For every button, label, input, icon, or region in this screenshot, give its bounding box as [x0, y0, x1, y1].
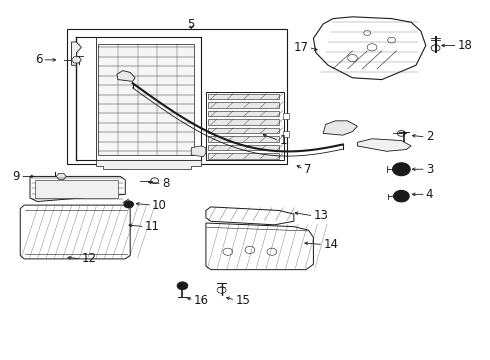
- Polygon shape: [206, 223, 314, 270]
- Circle shape: [393, 190, 409, 202]
- Text: 1: 1: [279, 134, 287, 147]
- Circle shape: [396, 166, 406, 173]
- Polygon shape: [208, 145, 279, 150]
- Text: 8: 8: [162, 177, 170, 190]
- Polygon shape: [208, 102, 279, 108]
- Text: 9: 9: [13, 170, 20, 183]
- Text: 5: 5: [188, 18, 195, 31]
- Polygon shape: [208, 136, 279, 142]
- Text: 11: 11: [145, 220, 160, 233]
- Polygon shape: [72, 57, 81, 63]
- Bar: [35, 180, 118, 198]
- Polygon shape: [191, 146, 206, 157]
- Polygon shape: [117, 71, 135, 81]
- Text: 7: 7: [304, 163, 311, 176]
- Text: 4: 4: [426, 188, 433, 201]
- Text: 10: 10: [152, 199, 167, 212]
- Bar: [283, 131, 289, 137]
- Text: 2: 2: [426, 130, 433, 144]
- Circle shape: [180, 284, 185, 288]
- Polygon shape: [208, 153, 279, 159]
- Polygon shape: [56, 173, 66, 180]
- Polygon shape: [30, 176, 125, 202]
- Text: 18: 18: [458, 39, 472, 52]
- Bar: [67, 30, 287, 164]
- Circle shape: [124, 201, 134, 208]
- Circle shape: [397, 193, 405, 199]
- Text: 3: 3: [426, 163, 433, 176]
- Polygon shape: [208, 111, 279, 116]
- Polygon shape: [206, 207, 294, 225]
- Circle shape: [399, 195, 403, 198]
- Text: 12: 12: [81, 252, 97, 265]
- Text: 16: 16: [194, 294, 209, 307]
- Text: 14: 14: [323, 238, 338, 251]
- Text: 15: 15: [235, 294, 250, 307]
- Text: 6: 6: [35, 53, 42, 66]
- Text: 13: 13: [314, 210, 328, 222]
- Polygon shape: [72, 42, 81, 65]
- Text: 17: 17: [294, 41, 309, 54]
- Circle shape: [392, 163, 410, 176]
- Polygon shape: [96, 160, 201, 169]
- Bar: [283, 113, 289, 119]
- Polygon shape: [208, 119, 279, 125]
- Polygon shape: [357, 139, 411, 151]
- Polygon shape: [20, 205, 130, 259]
- Circle shape: [177, 282, 188, 290]
- Bar: [98, 44, 194, 155]
- Polygon shape: [208, 128, 279, 133]
- Circle shape: [399, 167, 404, 171]
- Bar: [206, 92, 284, 160]
- Polygon shape: [323, 121, 357, 135]
- Polygon shape: [208, 94, 279, 99]
- Polygon shape: [314, 17, 426, 80]
